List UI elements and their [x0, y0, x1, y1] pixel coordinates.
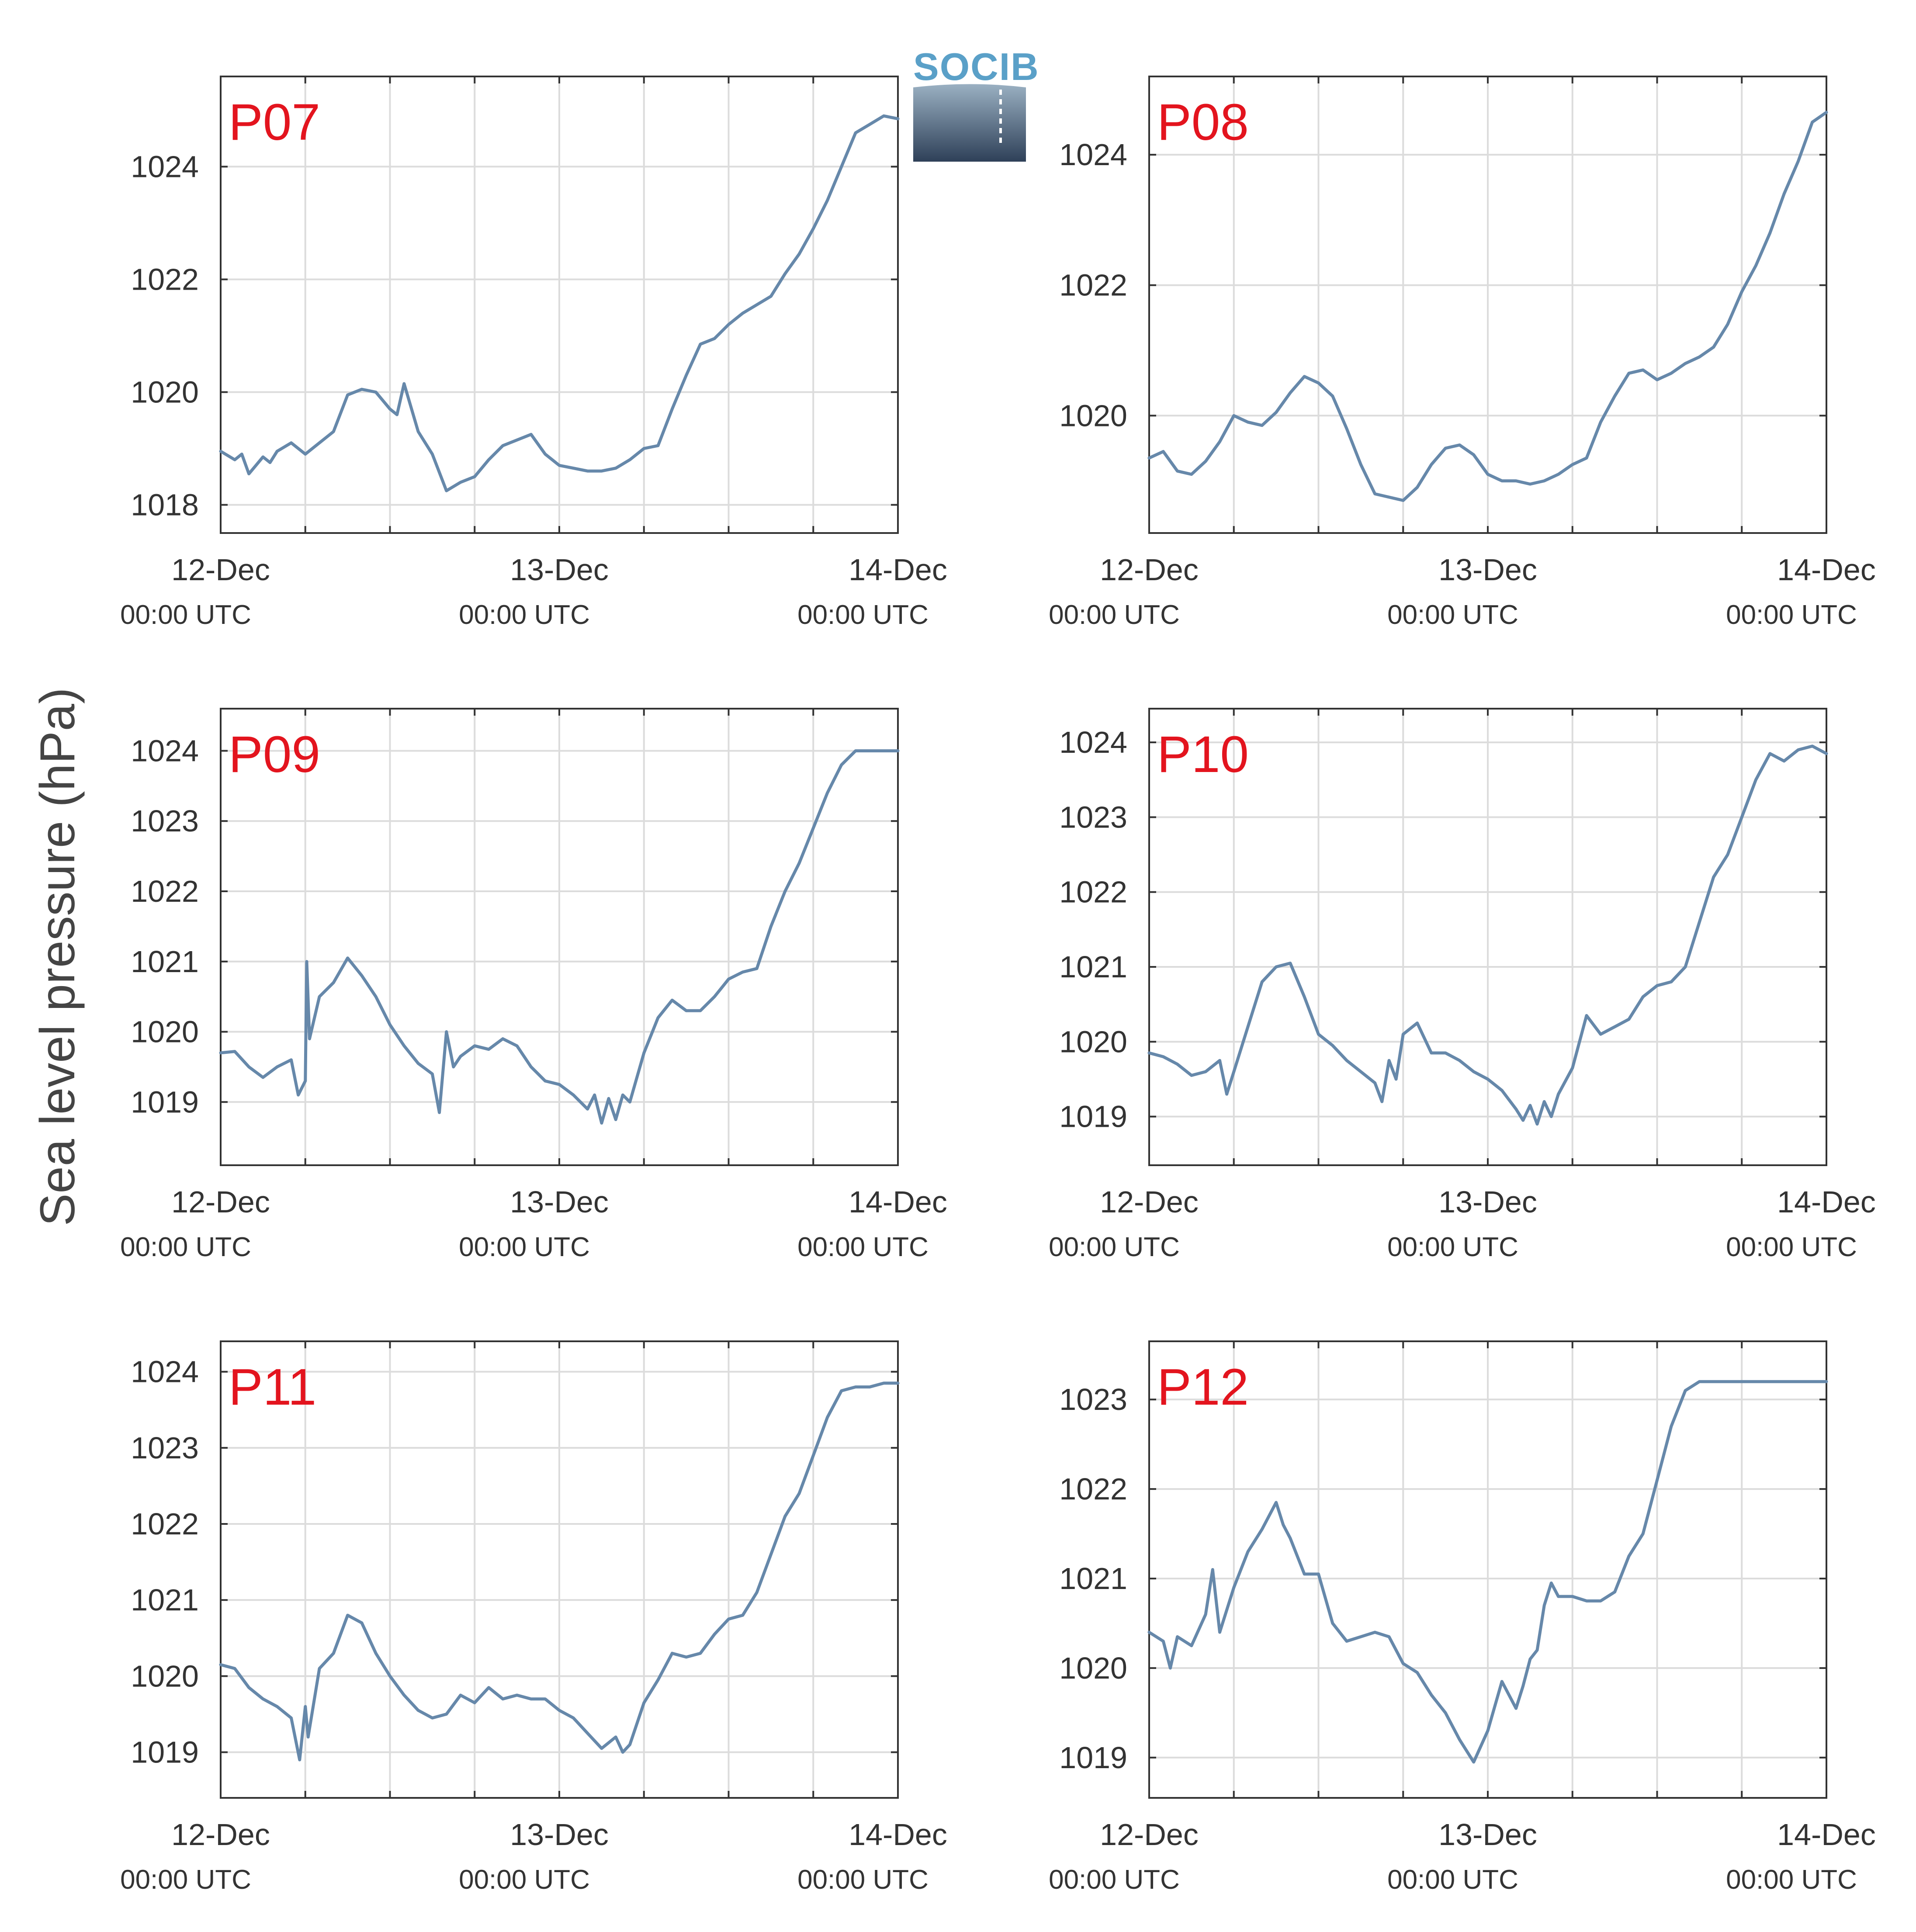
- series-line-p09: [219, 749, 900, 1125]
- y-tick-label: 1019: [1059, 1100, 1127, 1134]
- x-tick-label: 12-Dec: [171, 553, 270, 587]
- y-tick-label: 1020: [131, 1659, 199, 1693]
- series-line-p12: [1147, 1380, 1828, 1764]
- panel-p09: 1019 1020 1021 1022 1023 1024 12-Dec 00:00 UTC 1…: [120, 708, 947, 1262]
- x-tick-label: 14-Dec: [1777, 553, 1876, 587]
- y-tick-label: 1019: [1059, 1741, 1127, 1775]
- x-tick-sublabel: 00:00 UTC: [459, 1865, 590, 1895]
- x-tick-label: 13-Dec: [510, 1185, 609, 1219]
- panels: 1018 1020 1022 1024 12-Dec 00:00 UTC 13-Dec 00:…: [120, 76, 1876, 1895]
- panel-p07: 1018 1020 1022 1024 12-Dec 00:00 UTC 13-Dec 00:…: [120, 76, 947, 630]
- x-tick-label: 14-Dec: [849, 1185, 947, 1219]
- logo-wave-block: [913, 84, 1026, 162]
- x-tick-label: 13-Dec: [1438, 1185, 1537, 1219]
- y-tick-label: 1022: [1059, 268, 1127, 302]
- x-tick-sublabel: 00:00 UTC: [1387, 600, 1518, 630]
- series-line-p10: [1147, 744, 1828, 1126]
- x-tick-sublabel: 00:00 UTC: [1049, 600, 1180, 630]
- panel-p12: 1019 1020 1021 1022 1023 12-Dec 00:00 UTC 13-De…: [1049, 1340, 1876, 1895]
- series-line-p07: [219, 114, 900, 492]
- y-tick-label: 1023: [1059, 1382, 1127, 1416]
- y-tick-label: 1022: [131, 1507, 199, 1541]
- y-tick-label: 1022: [1059, 875, 1127, 909]
- y-tick-label: 1020: [131, 375, 199, 409]
- y-tick-label: 1021: [1059, 950, 1127, 984]
- x-tick-sublabel: 00:00 UTC: [1726, 1232, 1857, 1262]
- x-tick-sublabel: 00:00 UTC: [1726, 600, 1857, 630]
- y-tick-label: 1018: [131, 488, 199, 522]
- y-tick-label: 1022: [131, 262, 199, 296]
- y-tick-label: 1020: [1059, 1025, 1127, 1059]
- x-tick-sublabel: 00:00 UTC: [797, 1232, 929, 1262]
- x-tick-sublabel: 00:00 UTC: [459, 600, 590, 630]
- y-tick-label: 1024: [131, 734, 199, 768]
- y-tick-label: 1020: [1059, 398, 1127, 433]
- x-tick-sublabel: 00:00 UTC: [797, 600, 929, 630]
- x-tick-sublabel: 00:00 UTC: [120, 600, 251, 630]
- x-tick-sublabel: 00:00 UTC: [1049, 1865, 1180, 1895]
- station-label: P11: [229, 1358, 316, 1416]
- x-tick-sublabel: 00:00 UTC: [1387, 1232, 1518, 1262]
- x-tick-sublabel: 00:00 UTC: [1049, 1232, 1180, 1262]
- series-line-p11: [219, 1381, 900, 1762]
- y-tick-label: 1021: [131, 1583, 199, 1617]
- x-tick-label: 13-Dec: [510, 1818, 609, 1852]
- x-tick-sublabel: 00:00 UTC: [459, 1232, 590, 1262]
- panel-p11: 1019 1020 1021 1022 1023 1024 12-Dec 00:00 UTC 1…: [120, 1340, 947, 1895]
- socib-logo: SOCIB: [913, 45, 1039, 162]
- x-tick-label: 13-Dec: [1438, 553, 1537, 587]
- x-tick-sublabel: 00:00 UTC: [1387, 1865, 1518, 1895]
- x-tick-label: 12-Dec: [1100, 553, 1199, 587]
- y-tick-label: 1023: [1059, 800, 1127, 834]
- x-tick-label: 12-Dec: [171, 1818, 270, 1852]
- y-tick-label: 1019: [131, 1085, 199, 1119]
- y-tick-label: 1024: [1059, 725, 1127, 759]
- y-tick-label: 1021: [131, 945, 199, 979]
- x-tick-sublabel: 00:00 UTC: [120, 1232, 251, 1262]
- x-tick-label: 14-Dec: [849, 553, 947, 587]
- y-tick-label: 1024: [131, 149, 199, 184]
- x-tick-label: 14-Dec: [849, 1818, 947, 1852]
- x-tick-sublabel: 00:00 UTC: [1726, 1865, 1857, 1895]
- y-tick-label: 1024: [1059, 138, 1127, 172]
- y-tick-label: 1020: [1059, 1651, 1127, 1685]
- x-tick-sublabel: 00:00 UTC: [120, 1865, 251, 1895]
- station-label: P12: [1157, 1358, 1249, 1416]
- y-tick-label: 1022: [131, 874, 199, 908]
- y-tick-label: 1020: [131, 1015, 199, 1049]
- station-label: P10: [1157, 726, 1249, 783]
- station-label: P07: [229, 93, 320, 151]
- panel-p10: 1019 1020 1021 1022 1023 1024 12-Dec 00:00 UTC 1…: [1049, 708, 1876, 1262]
- station-label: P09: [229, 726, 320, 783]
- y-tick-label: 1023: [131, 804, 199, 838]
- x-tick-label: 12-Dec: [171, 1185, 270, 1219]
- y-axis-label: Sea level pressure (hPa): [30, 688, 85, 1226]
- logo-text: SOCIB: [913, 45, 1039, 88]
- y-tick-label: 1023: [131, 1431, 199, 1465]
- y-tick-label: 1024: [131, 1355, 199, 1389]
- x-tick-sublabel: 00:00 UTC: [797, 1865, 929, 1895]
- x-tick-label: 14-Dec: [1777, 1818, 1876, 1852]
- panel-p08: 1020 1022 1024 12-Dec 00:00 UTC 13-Dec 00:00 U…: [1049, 76, 1876, 630]
- y-tick-label: 1022: [1059, 1472, 1127, 1506]
- x-tick-label: 12-Dec: [1100, 1818, 1199, 1852]
- y-tick-label: 1021: [1059, 1562, 1127, 1596]
- station-label: P08: [1157, 93, 1249, 151]
- x-tick-label: 13-Dec: [510, 553, 609, 587]
- x-tick-label: 12-Dec: [1100, 1185, 1199, 1219]
- series-line-p08: [1147, 111, 1828, 502]
- x-tick-label: 13-Dec: [1438, 1818, 1537, 1852]
- y-tick-label: 1019: [131, 1735, 199, 1769]
- x-tick-label: 14-Dec: [1777, 1185, 1876, 1219]
